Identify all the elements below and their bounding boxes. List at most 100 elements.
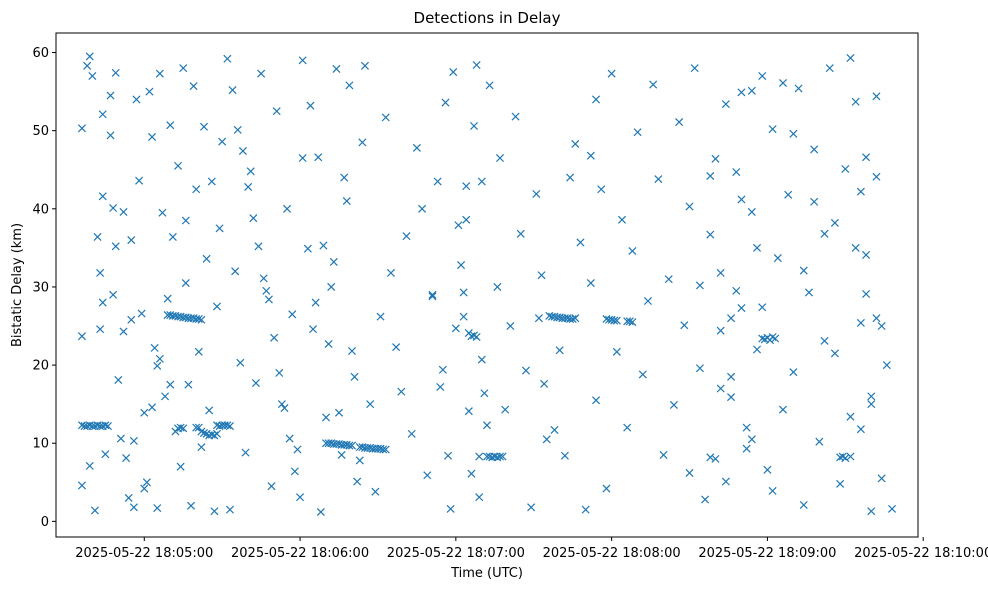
detection-point [836,479,845,488]
detection-point [109,204,118,213]
detection-point [327,282,336,291]
detection-point [77,124,86,133]
detection-point [423,471,432,480]
detection-point [436,382,445,391]
detection-point [690,64,699,73]
detection-point [867,400,876,409]
detection-point [628,246,637,256]
detection-point [77,481,86,490]
detection-point [381,113,390,122]
detection-point [737,88,746,97]
detection-point [96,325,105,334]
detection-point [633,128,642,137]
detection-point [477,177,486,186]
detection-point [799,266,808,275]
detection-point [742,444,751,453]
detection-point [270,333,279,342]
detection-point [555,346,564,355]
detection-point [532,189,541,198]
detection-point [262,286,271,295]
detection-point [617,215,627,224]
detection-point [721,477,730,486]
detection-point [799,500,808,509]
detection-point [259,274,268,283]
detection-point [550,425,559,434]
detection-point [179,64,188,73]
detection-point [249,214,258,223]
detection-point [158,208,167,217]
detection-point [319,241,328,250]
detection-point [711,454,720,463]
detection-point [602,484,611,493]
detection-point [568,314,577,324]
detection-point [418,204,427,213]
detection-point [337,450,346,459]
detection-point [111,242,120,251]
detection-point [192,185,201,194]
detection-point [285,434,294,443]
detection-point [428,290,437,299]
detection-point [150,343,159,352]
detection-point [288,310,297,319]
y-tick-label: 60 [32,46,49,61]
detection-point [225,422,234,431]
detection-point [111,68,120,77]
detection-point [412,143,421,152]
detection-point [148,132,157,141]
x-tick-label: 2025-05-22 18:08:00 [543,546,681,561]
y-tick-label: 40 [32,202,49,217]
detection-point [542,435,551,444]
detection-point [752,345,762,354]
detection-point [257,69,266,78]
detection-point [244,182,253,191]
detection-point [184,380,193,389]
detection-point [379,445,388,454]
detection-point [540,379,549,388]
detection-point [521,366,530,375]
detection-point [534,314,543,323]
detection-point [176,423,185,432]
detection-point [778,405,788,414]
detection-point [695,281,704,290]
detection-point [179,424,188,433]
detection-point [747,86,756,95]
detection-point [778,78,788,88]
detection-point [228,86,237,95]
detection-point [353,477,362,486]
detection-point [820,229,829,238]
detection-point [628,318,637,327]
detection-point [680,321,689,330]
detection-point [129,503,138,512]
detection-point [480,389,489,398]
detection-point [862,250,871,259]
detection-point [856,425,865,434]
y-tick-label: 20 [32,359,49,374]
detection-point [597,185,606,194]
detection-point [277,400,286,409]
detection-point [345,81,354,90]
detection-point [192,423,201,432]
detection-point [752,243,762,252]
detection-point [623,423,632,432]
detection-point [459,312,468,321]
detection-point [153,504,162,513]
detection-point [784,190,793,199]
detection-point [475,493,484,502]
detection-point [428,292,437,301]
detection-point [181,279,190,288]
detection-point [527,503,536,512]
detection-point [768,486,777,495]
detection-point [119,207,128,216]
detection-point [882,361,891,370]
detection-point [309,325,318,334]
detection-point [225,505,234,514]
detection-point [856,187,865,196]
detection-point [98,192,107,201]
detection-point [872,92,881,101]
detection-point [254,242,263,251]
detection-point [135,176,144,185]
detection-point [293,445,302,454]
detection-point [205,406,214,415]
detection-point [586,279,595,288]
